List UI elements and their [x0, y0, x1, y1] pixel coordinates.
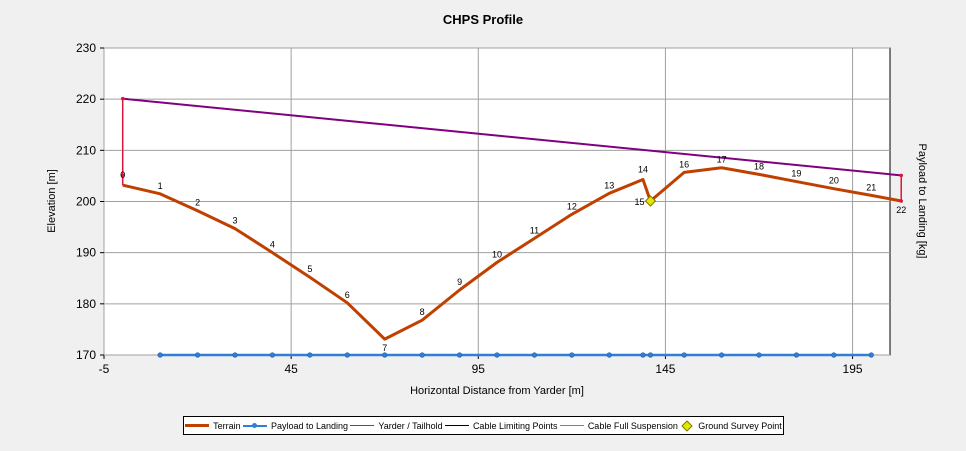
terrain-point-label: 16 — [679, 159, 689, 169]
x-tick-label: -5 — [99, 362, 110, 376]
terrain-point-label: 4 — [270, 240, 275, 250]
terrain-point-label: 0 — [120, 170, 125, 180]
legend-item-cable-limiting: Cable Limiting Points — [444, 420, 558, 431]
cable-line — [122, 97, 902, 177]
payload-point — [681, 352, 687, 358]
payload-point — [307, 352, 313, 358]
payload-point — [647, 352, 654, 358]
legend-label-cable-limiting: Cable Limiting Points — [472, 420, 558, 431]
payload-point — [157, 352, 163, 358]
terrain-point-label: 22 — [896, 205, 906, 215]
legend: Terrain Payload to Landing Yarder / Tail… — [183, 416, 784, 435]
terrain-point-label: 1 — [158, 181, 163, 191]
terrain-point-label: 3 — [232, 216, 237, 226]
cable-limiting-swatch-icon — [444, 421, 469, 431]
payload-point — [640, 352, 646, 358]
legend-label-terrain: Terrain — [213, 420, 241, 431]
legend-item-payload: Payload to Landing — [243, 421, 348, 431]
y-tick-label: 200 — [76, 195, 96, 209]
endpoint-marker — [120, 96, 125, 101]
x-tick-label: 145 — [655, 362, 675, 376]
x-tick-label: 45 — [284, 362, 298, 376]
payload-point — [718, 352, 725, 358]
ground-survey-diamond-icon — [680, 419, 694, 432]
y-tick-label: 210 — [76, 143, 96, 157]
x-tick-label: 195 — [843, 362, 863, 376]
grid — [100, 47, 890, 359]
chart-title: CHPS Profile — [443, 12, 523, 27]
terrain-point-label: 19 — [791, 169, 801, 179]
endpoint-marker — [899, 199, 904, 203]
payload-point — [494, 352, 500, 358]
legend-label-payload: Payload to Landing — [271, 420, 349, 431]
legend-label-yarder: Yarder / Tailhold — [378, 420, 443, 431]
y-tick-label: 220 — [76, 92, 96, 106]
y-axis-label: Elevation [m] — [46, 169, 58, 233]
payload-swatch-icon — [243, 421, 267, 431]
terrain-point-label: 10 — [492, 249, 502, 259]
legend-item-yarder: Yarder / Tailhold — [350, 420, 443, 431]
cable-full-swatch-icon — [559, 421, 584, 431]
terrain-point-label: 6 — [345, 290, 350, 300]
payload-point — [531, 352, 538, 358]
payload-point — [194, 352, 201, 358]
terrain-point-label: 13 — [604, 180, 614, 190]
y-tick-label: 170 — [76, 348, 96, 362]
terrain-point-label: 20 — [829, 176, 839, 186]
payload-point — [456, 352, 463, 358]
terrain-point-label: 15 — [634, 197, 644, 207]
terrain-point-label: 21 — [866, 182, 876, 192]
payload-point — [382, 352, 388, 358]
payload-point — [793, 352, 800, 358]
payload-point — [569, 352, 575, 358]
ground-survey-point — [644, 195, 657, 207]
terrain-line — [122, 166, 902, 341]
y-tick-label: 230 — [76, 41, 96, 55]
payload-point — [831, 352, 837, 358]
yarder-swatch-icon — [350, 421, 375, 431]
legend-label-cable-full: Cable Full Suspension — [587, 420, 678, 431]
legend-label-ground-survey: Ground Survey Point — [698, 420, 782, 431]
terrain-point-label: 5 — [307, 264, 312, 274]
x-tick-label: 95 — [472, 362, 486, 376]
terrain-point-label: 7 — [382, 343, 387, 353]
terrain-point-label: 2 — [195, 198, 200, 208]
series — [120, 96, 904, 358]
legend-item-cable-full: Cable Full Suspension — [559, 420, 678, 431]
payload-point — [606, 352, 612, 358]
terrain-point-label: 14 — [638, 164, 648, 174]
endpoint-marker — [899, 173, 904, 178]
terrain-point-label: 18 — [754, 161, 764, 171]
legend-item-ground-survey: Ground Survey Point — [680, 419, 782, 432]
payload-point — [269, 352, 276, 358]
terrain-point-label: 8 — [420, 307, 425, 317]
payload-point — [232, 352, 238, 358]
payload-point — [419, 352, 425, 358]
y-tick-label: 190 — [76, 246, 96, 260]
legend-item-terrain: Terrain — [185, 421, 241, 431]
payload-point — [344, 352, 350, 358]
y-tick-label: 180 — [76, 297, 96, 311]
terrain-point-label: 11 — [530, 225, 539, 235]
terrain-point-label: 17 — [717, 155, 727, 165]
payload-point — [756, 352, 762, 358]
y2-axis-label: Payload to Landing [kg] — [916, 144, 928, 259]
terrain-swatch-icon — [185, 421, 210, 431]
terrain-point-label: 12 — [567, 201, 577, 211]
payload-point — [868, 352, 874, 358]
terrain-point-label: 9 — [457, 277, 462, 287]
x-axis-label: Horizontal Distance from Yarder [m] — [410, 385, 584, 397]
endpoint-marker — [120, 173, 125, 178]
